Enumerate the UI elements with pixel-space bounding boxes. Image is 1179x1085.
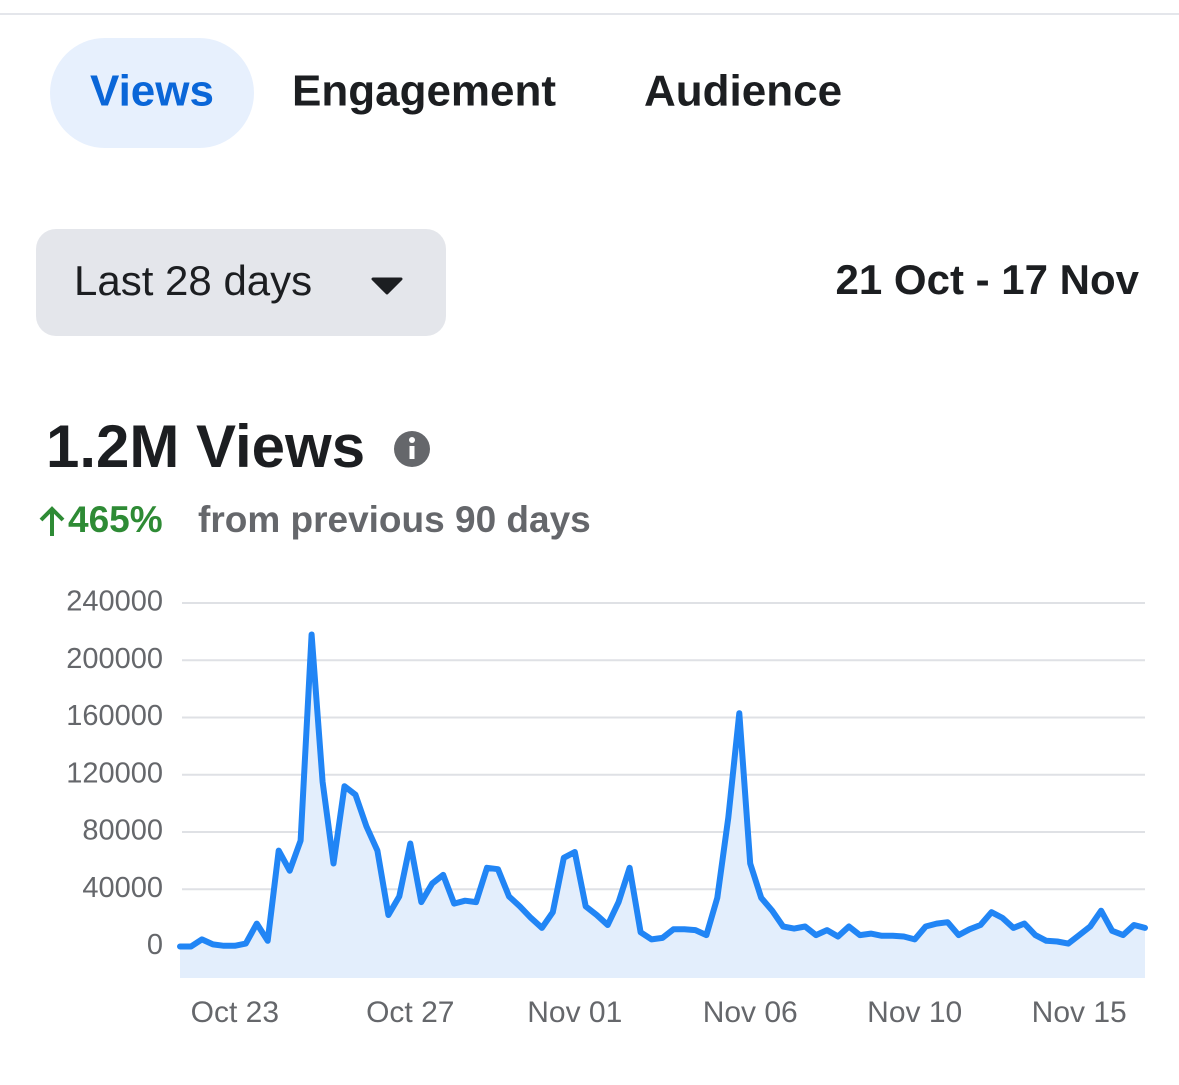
y-tick-label: 0 (147, 929, 163, 961)
line (177, 631, 1148, 950)
x-tick-label: Oct 23 (191, 996, 279, 1029)
x-tick-label: Nov 01 (527, 996, 622, 1029)
change-comparison: from previous 90 days (198, 499, 591, 540)
x-tick-label: Nov 10 (867, 996, 962, 1029)
change-value: 465% (68, 499, 163, 540)
period-label: Last 28 days (74, 257, 312, 304)
tab[interactable]: Views (90, 67, 214, 116)
y-tick-label: 200000 (66, 643, 163, 675)
x-tick-label: Oct 27 (366, 996, 454, 1029)
tab-selected-bg[interactable] (50, 38, 254, 148)
info-icon-dot (409, 437, 415, 443)
tab[interactable]: Audience (644, 67, 842, 116)
y-tick-label: 120000 (66, 757, 163, 789)
dropdown-caret (371, 277, 403, 295)
y-tick-label: 160000 (66, 700, 163, 732)
date-range: 21 Oct - 17 Nov (836, 256, 1140, 303)
y-tick-label: 80000 (82, 815, 163, 847)
x-tick-label: Nov 15 (1032, 996, 1127, 1029)
chart: 0 40000 80000 120000 160000 200000 240000 Oct 2… (66, 586, 1148, 1029)
up-arrow (39, 506, 65, 536)
y-tick-label: 240000 (66, 586, 163, 618)
period-dropdown[interactable] (36, 229, 446, 336)
x-tick-label: Nov 06 (703, 996, 798, 1029)
tab[interactable]: Engagement (292, 67, 556, 116)
y-tick-label: 40000 (82, 872, 163, 904)
info-icon-stem (409, 446, 415, 459)
total-views: 1.2M Views (46, 413, 365, 480)
